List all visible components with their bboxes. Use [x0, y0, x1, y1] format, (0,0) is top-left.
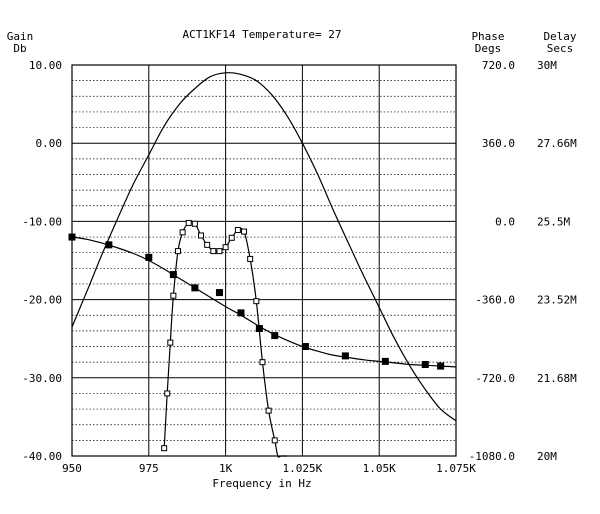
plot-frame — [71, 64, 457, 457]
gain-marker — [164, 390, 171, 397]
delay-marker — [271, 332, 279, 340]
delay-axis-label-1: Delay — [543, 30, 576, 43]
x-tick-label: 1.075K — [436, 462, 476, 475]
x-axis-label: Frequency in Hz — [212, 477, 311, 490]
gain-marker — [174, 248, 181, 255]
delay-marker — [437, 362, 445, 370]
phase-tick-label: -360.0 — [475, 294, 515, 307]
gain-tick-label: -20.00 — [22, 294, 62, 307]
gain-tick-label: 10.00 — [29, 59, 62, 72]
delay-tick-label: 21.68M — [537, 372, 577, 385]
delay-marker — [169, 271, 177, 279]
x-tick-label: 1K — [219, 462, 233, 475]
gain-marker — [170, 292, 177, 299]
gain-marker — [234, 227, 241, 234]
gain-marker — [241, 228, 248, 235]
gain-tick-label: -40.00 — [22, 450, 62, 463]
delay-marker — [237, 309, 245, 317]
delay-marker — [145, 253, 153, 261]
delay-axis-label-2: Secs — [547, 42, 574, 55]
phase-tick-label: 0.0 — [495, 215, 515, 228]
tick-labels: 950 975 1K 1.025K 1.05K 1.075K 10.00 0.00 -10.00… — [22, 59, 577, 475]
phase-curve — [71, 72, 457, 422]
delay-marker — [381, 357, 389, 365]
gain-tick-label: 0.00 — [36, 137, 63, 150]
delay-tick-label: 25.5M — [537, 215, 570, 228]
x-tick-label: 1.05K — [363, 462, 396, 475]
delay-tick-label: 20M — [537, 450, 557, 463]
gain-marker — [222, 244, 229, 251]
gain-marker — [179, 229, 186, 236]
chart-title: ACT1KF14 Temperature= 27 — [183, 28, 342, 41]
phase-axis-label-2: Degs — [475, 42, 502, 55]
delay-curve — [71, 236, 457, 368]
phase-tick-label: 720.0 — [482, 59, 515, 72]
gain-marker — [253, 298, 260, 305]
gain-tick-label: -30.00 — [22, 372, 62, 385]
gain-marker — [191, 220, 198, 227]
grid — [71, 64, 457, 457]
gain-marker — [198, 232, 205, 239]
delay-marker — [255, 325, 263, 333]
delay-marker — [215, 289, 223, 297]
gain-marker — [228, 234, 235, 241]
gain-marker — [216, 248, 223, 255]
phase-axis-label-1: Phase — [471, 30, 504, 43]
x-tick-label: 975 — [139, 462, 159, 475]
delay-marker — [341, 352, 349, 360]
delay-tick-label: 23.52M — [537, 294, 577, 307]
gain-marker — [167, 339, 174, 346]
gain-marker — [185, 219, 192, 226]
x-tick-label: 950 — [62, 462, 82, 475]
gain-marker — [247, 255, 254, 262]
delay-marker — [105, 241, 113, 249]
series-layer — [68, 72, 457, 458]
gain-marker — [259, 359, 266, 366]
delay-marker — [421, 361, 429, 369]
delay-marker — [301, 343, 309, 351]
delay-tick-label: 30M — [537, 59, 557, 72]
delay-tick-label: 27.66M — [537, 137, 577, 150]
x-tick-label: 1.025K — [283, 462, 323, 475]
gain-axis-label-1: Gain — [7, 30, 34, 43]
gain-marker — [161, 445, 168, 452]
gain-marker — [265, 407, 272, 414]
phase-tick-label: -720.0 — [475, 372, 515, 385]
gain-marker — [204, 241, 211, 248]
phase-tick-label: 360.0 — [482, 137, 515, 150]
gain-marker — [210, 248, 217, 255]
gain-tick-label: -10.00 — [22, 215, 62, 228]
phase-tick-label: -1080.0 — [469, 450, 515, 463]
gain-axis-label-2: Db — [13, 42, 26, 55]
delay-marker — [191, 284, 199, 292]
gain-marker — [271, 437, 278, 444]
